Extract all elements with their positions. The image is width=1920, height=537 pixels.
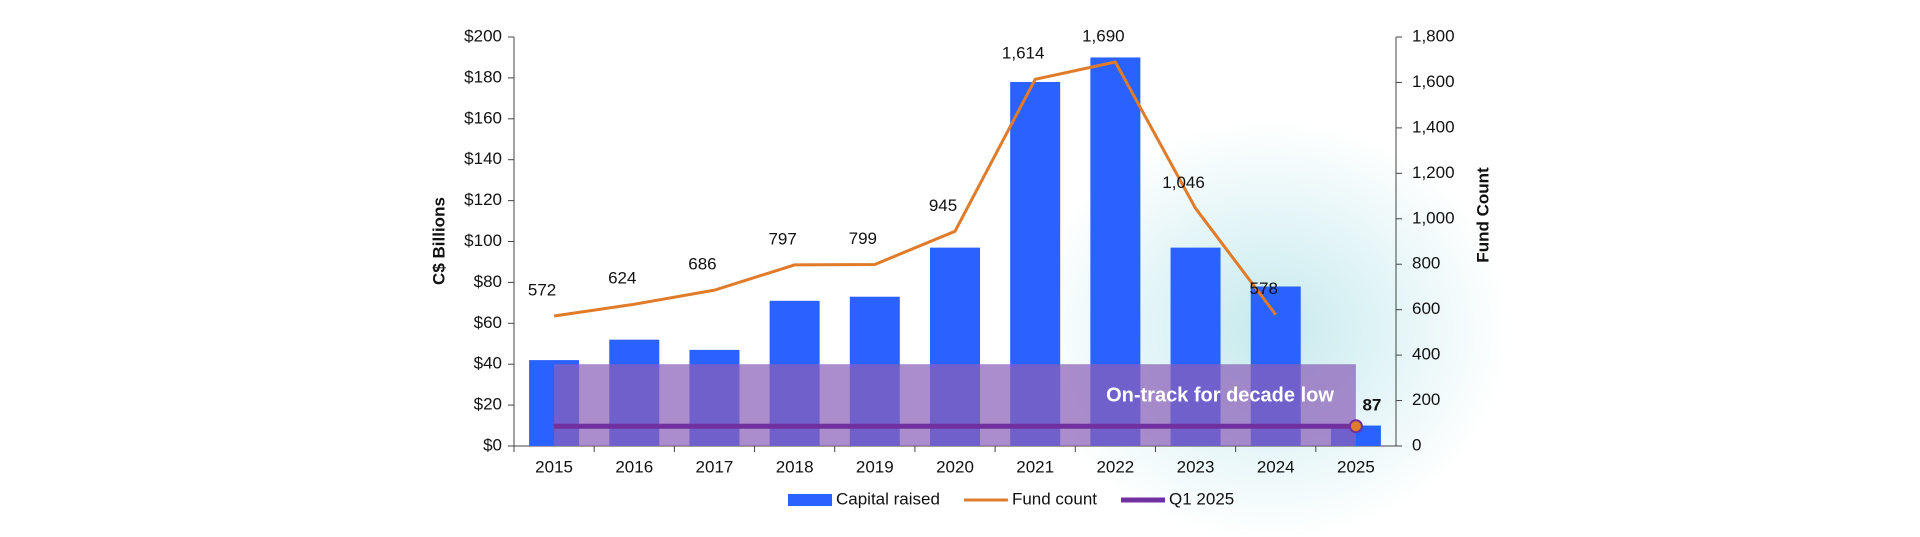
x-tick-label: 2019 <box>856 457 894 476</box>
y-tick-label: $160 <box>464 108 502 127</box>
y2-tick-label: 1,200 <box>1412 163 1455 182</box>
y2-tick-label: 400 <box>1412 345 1440 364</box>
data-label: 1,614 <box>1002 44 1045 63</box>
x-tick-label: 2025 <box>1337 457 1375 476</box>
x-tick-label: 2017 <box>696 457 734 476</box>
legend-label: Capital raised <box>836 489 940 508</box>
point <box>1348 419 1363 434</box>
y-tick-label: $180 <box>464 67 502 86</box>
data-label: 578 <box>1250 279 1278 298</box>
y-tick-label: $200 <box>464 26 502 45</box>
y-tick-label: $100 <box>464 231 502 250</box>
y-axis-title: C$ Billions <box>429 197 448 285</box>
data-label: 624 <box>608 269 636 288</box>
y2-tick-label: 800 <box>1412 254 1440 273</box>
x-tick-label: 2016 <box>615 457 653 476</box>
data-label: 572 <box>528 281 556 300</box>
x-tick-label: 2024 <box>1257 457 1295 476</box>
y2-tick-label: 200 <box>1412 390 1440 409</box>
x-tick-label: 2015 <box>535 457 573 476</box>
x-tick-label: 2023 <box>1177 457 1215 476</box>
x-tick-label: 2018 <box>776 457 814 476</box>
y-tick-label: $140 <box>464 149 502 168</box>
line <box>553 60 1277 318</box>
y-tick-label: $20 <box>474 395 502 414</box>
data-label: 87 <box>1362 396 1381 415</box>
legend-label: Q1 2025 <box>1169 489 1234 508</box>
data-label: 799 <box>849 229 877 248</box>
x-tick-label: 2021 <box>1016 457 1054 476</box>
y-tick-label: $120 <box>464 190 502 209</box>
y2-tick-label: 1,800 <box>1412 26 1455 45</box>
y2-axis-title: Fund Count <box>1473 167 1492 263</box>
data-label: 686 <box>688 255 716 274</box>
highlight-band <box>554 364 1356 446</box>
data-label: 945 <box>929 196 957 215</box>
x-tick-label: 2022 <box>1096 457 1134 476</box>
y-tick-label: $60 <box>474 313 502 332</box>
data-label: 1,690 <box>1082 26 1125 45</box>
y-tick-label: $0 <box>483 435 502 454</box>
y2-tick-label: 1,600 <box>1412 72 1455 91</box>
y2-tick-label: 1,400 <box>1412 117 1455 136</box>
y2-tick-label: 600 <box>1412 299 1440 318</box>
x-tick-label: 2020 <box>936 457 974 476</box>
y2-tick-label: 1,000 <box>1412 208 1455 227</box>
y2-tick-label: 0 <box>1412 435 1421 454</box>
data-label: 797 <box>768 229 796 248</box>
highlight-label: On-track for decade low <box>1106 384 1334 406</box>
legend-swatch <box>788 494 832 506</box>
y-tick-label: $80 <box>474 272 502 291</box>
y-tick-label: $40 <box>474 354 502 373</box>
legend-label: Fund count <box>1012 489 1097 508</box>
data-label: 1,046 <box>1162 173 1205 192</box>
